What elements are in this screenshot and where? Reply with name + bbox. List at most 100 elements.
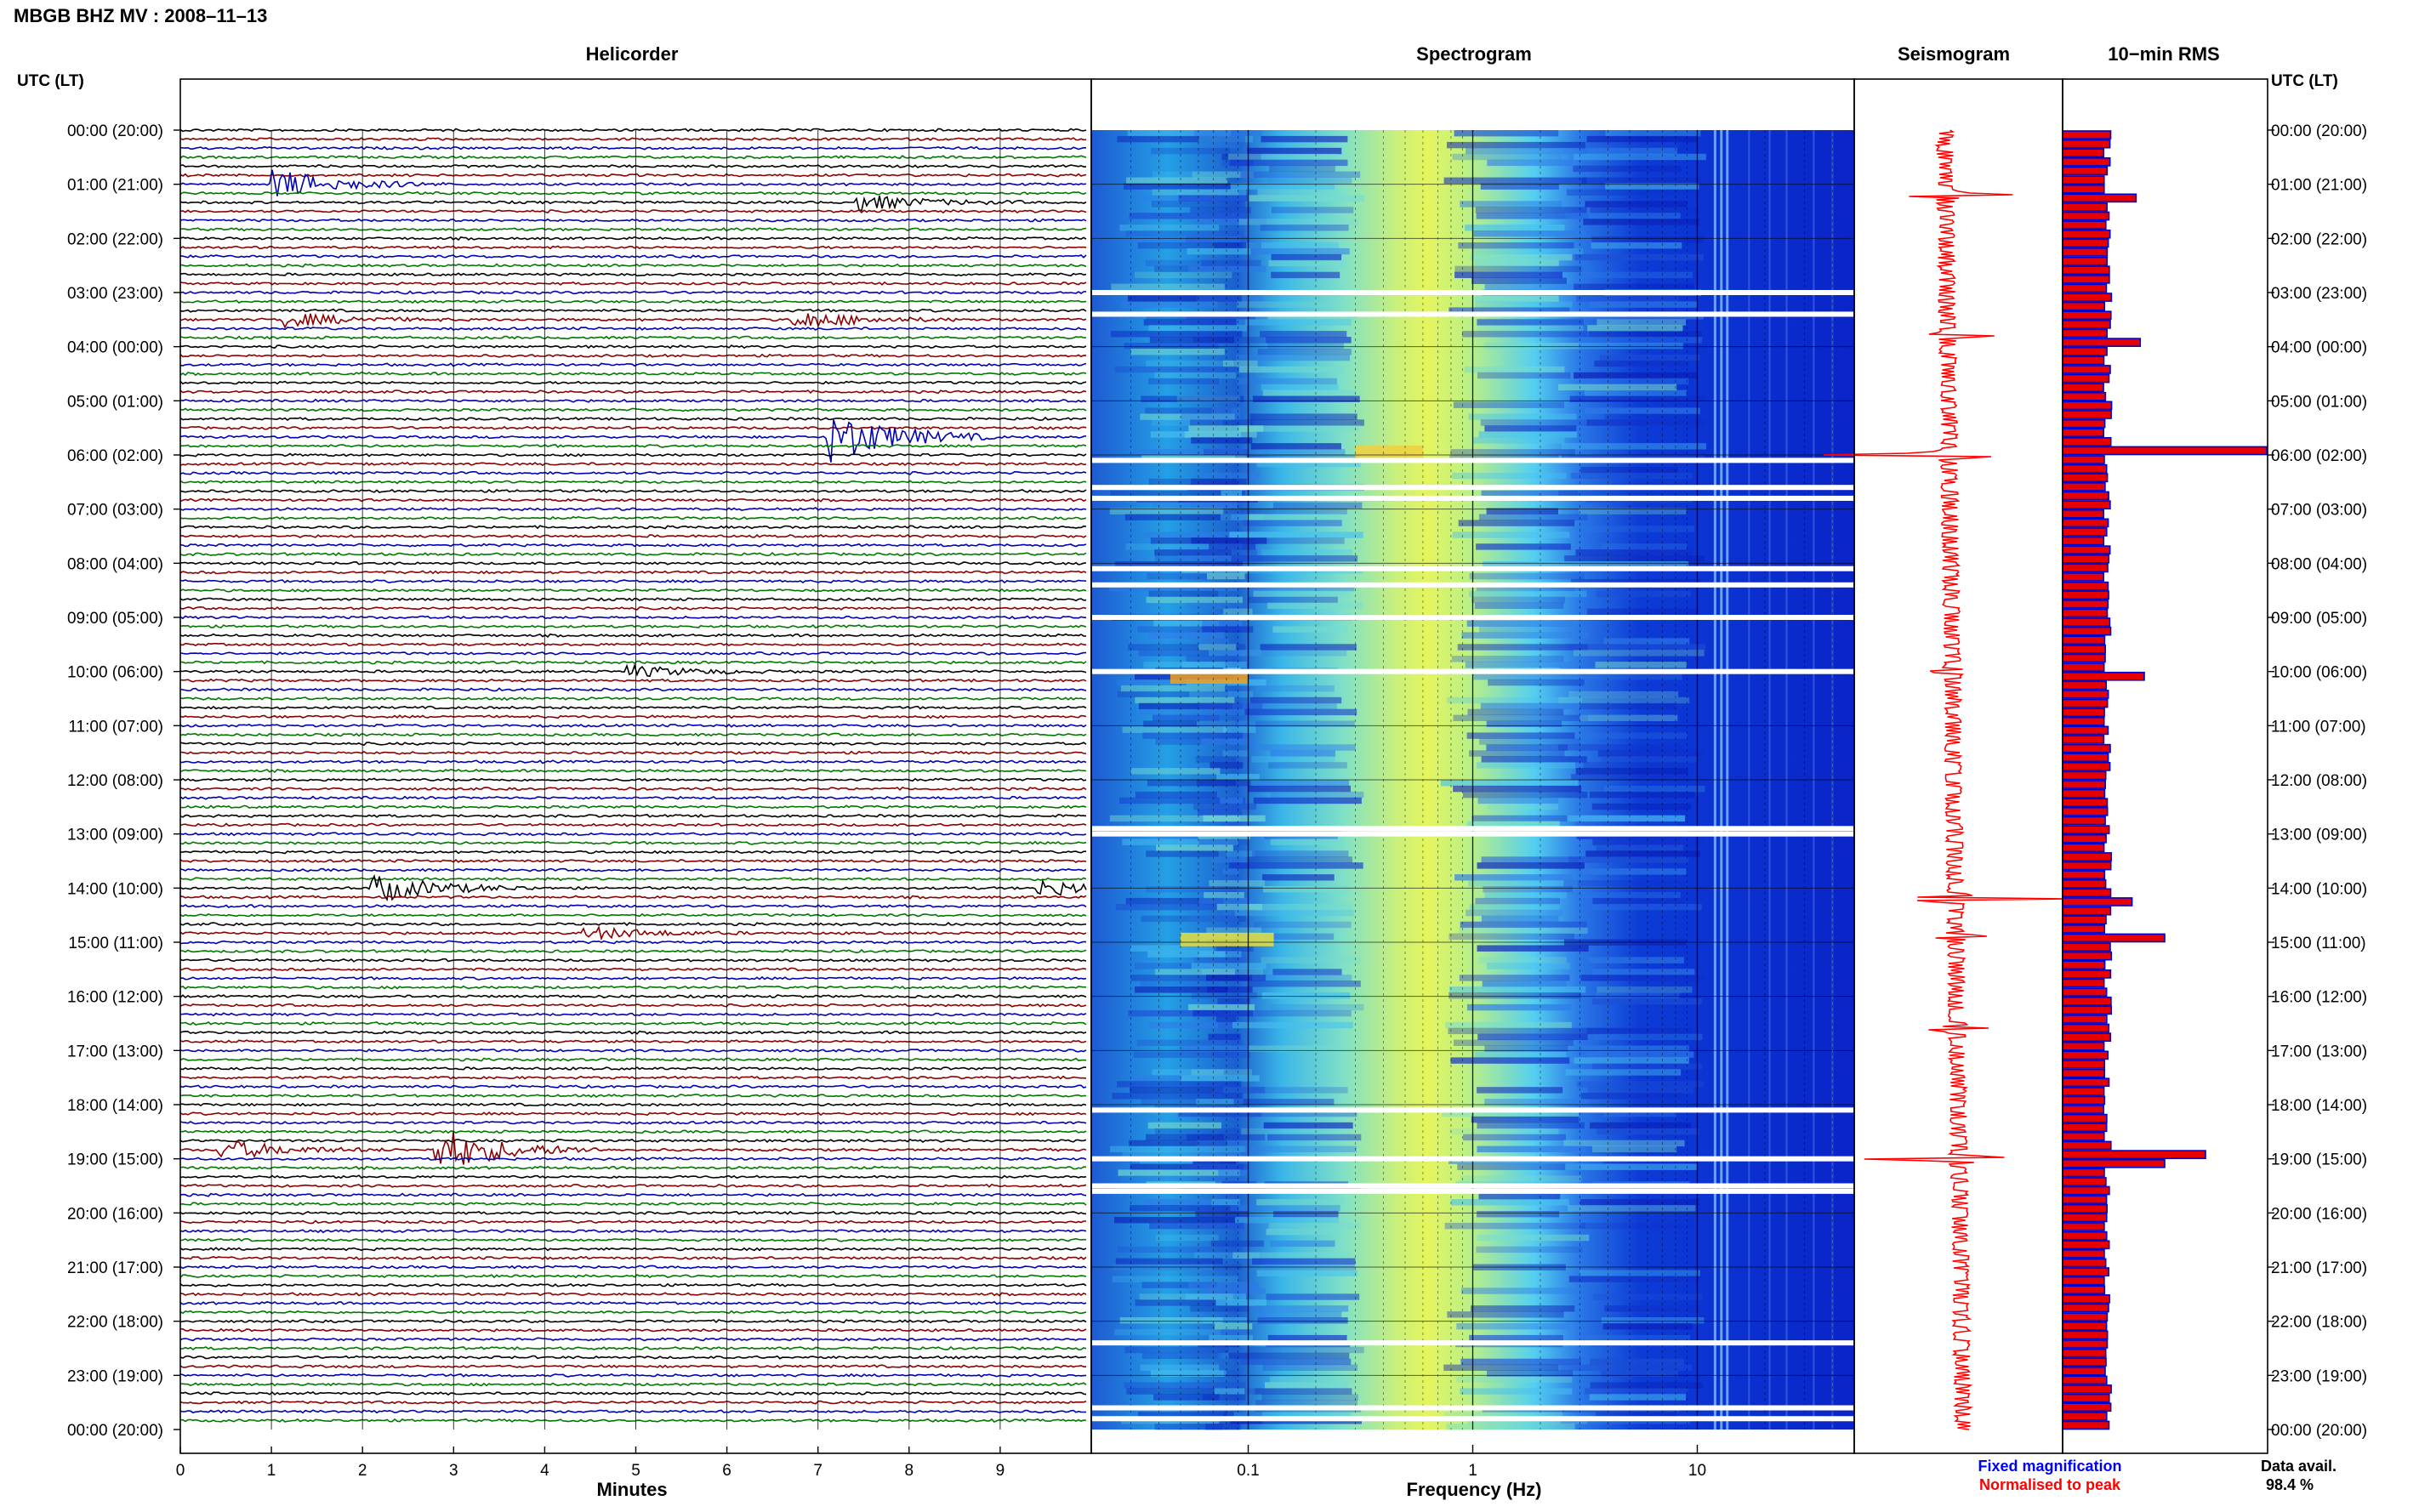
rms-bar — [2062, 690, 2109, 699]
spectrogram-cell — [1270, 838, 1345, 845]
rms-bar — [2062, 1330, 2109, 1340]
window-title: MBGB BHZ MV : 2008–11–13 — [14, 5, 267, 26]
spectrogram-cell — [1565, 1069, 1682, 1076]
spectrogram-cell — [1244, 708, 1357, 716]
helicorder-trace — [179, 813, 1087, 818]
spectrogram-cell — [1248, 195, 1364, 202]
spectrogram-cell — [1461, 331, 1588, 338]
rms-bar — [2062, 247, 2109, 257]
spectrogram-cell — [1268, 762, 1347, 769]
spectrogram-cell — [1135, 1299, 1227, 1306]
time-tick-label-right: 10:00 (06:00) — [2271, 664, 2367, 682]
spectrogram-cell — [1257, 189, 1335, 196]
helicorder-trace — [179, 1094, 1087, 1098]
spectrogram-cell — [1588, 331, 1702, 338]
spectrogram-cell — [1445, 1021, 1572, 1029]
spectrogram-cell — [1579, 714, 1678, 721]
frequency-axis-label: Frequency (Hz) — [1407, 1479, 1542, 1500]
spectrogram-cell — [1109, 584, 1238, 592]
spectrogram-cell — [1449, 1128, 1559, 1135]
spectrogram-cell — [1202, 620, 1243, 627]
helicorder-trace — [179, 253, 1087, 259]
rms-bar — [2062, 1023, 2110, 1033]
spectrogram-cell — [1602, 756, 1697, 763]
rms-bar — [2062, 391, 2107, 401]
spectrogram-cell — [1184, 431, 1257, 438]
spectrogram-cell — [1465, 662, 1581, 668]
spectrogram-cell — [1152, 189, 1239, 196]
spectrogram-cell — [1558, 384, 1677, 391]
spectrogram-cell — [1466, 147, 1581, 155]
time-tick-label-right: 08:00 (04:00) — [2271, 555, 2367, 573]
spectrogram-cell — [1474, 295, 1559, 302]
spectrogram-cell — [1248, 856, 1352, 863]
spectrogram-cell — [1126, 1388, 1244, 1395]
rms-bar — [2062, 1041, 2105, 1051]
helicorder-trace — [179, 678, 1087, 683]
spectrogram-cell — [1247, 514, 1341, 520]
spectrogram-cell — [1235, 1217, 1339, 1224]
spectrogram-cell — [1588, 957, 1684, 963]
spectrogram-cell — [1213, 945, 1254, 952]
rms-bar — [2062, 293, 2113, 302]
spectrogram-cell — [1260, 331, 1347, 338]
helicorder-trace — [179, 985, 1087, 990]
rms-title: 10−min RMS — [2108, 43, 2219, 65]
spectrogram-cell — [1130, 975, 1247, 981]
spectrogram-cell — [1118, 1169, 1240, 1176]
spectrogram-cell — [1237, 301, 1340, 308]
spectrogram-cell — [1201, 738, 1258, 745]
spectrogram-cell — [1199, 141, 1240, 149]
spectrogram-cell — [1453, 401, 1564, 408]
spectrogram-cell — [1477, 1122, 1585, 1129]
spectrogram-cell — [1112, 1276, 1238, 1282]
time-tick-label-right: 21:00 (17:00) — [2271, 1259, 2367, 1277]
spectrogram-cell — [1579, 702, 1676, 710]
spectrogram-cell — [1266, 1228, 1338, 1236]
spectrogram-cell — [1243, 1145, 1357, 1152]
spectrogram-cell — [1440, 780, 1579, 787]
rms-bar — [2062, 806, 2109, 816]
spectrogram-cell — [1486, 508, 1558, 514]
spectrogram-cell — [1119, 225, 1220, 231]
spectrogram-cell — [1196, 1099, 1244, 1106]
data-gap — [1091, 1183, 1854, 1189]
spectrogram-cell — [1198, 838, 1248, 845]
helicorder-trace — [179, 534, 1087, 538]
helicorder-trace — [179, 398, 1087, 403]
rms-bar — [2062, 1185, 2110, 1196]
spectrogram-cell — [1252, 1258, 1356, 1265]
spectrogram-cell — [1139, 708, 1248, 716]
spectrogram-cell — [1212, 1087, 1266, 1094]
minute-tick-label: 8 — [905, 1462, 914, 1480]
spectrogram-cell — [1480, 419, 1589, 426]
spectrogram-cell — [1146, 1134, 1225, 1141]
spectrogram-cell — [1465, 225, 1565, 231]
rms-bar — [2062, 193, 2137, 203]
spectrogram-cell — [1590, 207, 1699, 213]
helicorder-trace — [179, 195, 1087, 212]
spectrogram-cell — [1119, 797, 1245, 804]
rms-bar — [2062, 301, 2106, 311]
right-axis-label: UTC (LT) — [2271, 72, 2338, 90]
rms-bar — [2062, 536, 2105, 546]
helicorder-trace — [179, 515, 1087, 520]
rms-bar — [2062, 878, 2107, 889]
spectrogram-cell — [1469, 590, 1587, 598]
helicorder-trace — [179, 425, 1087, 430]
spectrogram-cell — [1155, 1234, 1219, 1242]
rms-bar — [2062, 1032, 2112, 1042]
spectrogram-cell — [1238, 425, 1359, 432]
spectrogram-cell — [1476, 584, 1575, 592]
spectrogram-cell — [1449, 986, 1586, 993]
time-tick-label-right: 23:00 (19:00) — [2271, 1367, 2367, 1385]
helicorder-trace — [179, 1274, 1087, 1279]
spectrogram-cell — [1178, 1110, 1262, 1117]
helicorder-trace — [179, 281, 1087, 286]
spectrogram-cell — [1450, 449, 1575, 456]
spectrogram-cell — [1233, 1412, 1352, 1418]
spectrogram-cell — [1125, 543, 1243, 550]
spectrogram-cell — [1120, 685, 1225, 692]
spectrogram-cell — [1198, 702, 1263, 710]
rms-bar — [2062, 915, 2107, 925]
